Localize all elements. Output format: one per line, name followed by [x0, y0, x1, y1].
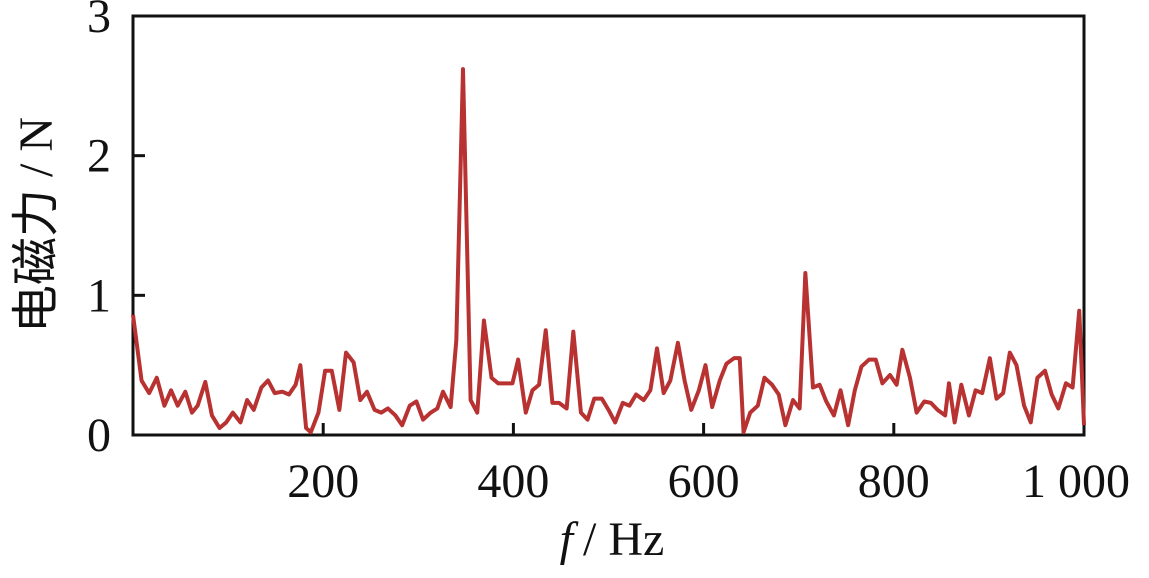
x-tick-label: 800 [858, 455, 930, 508]
x-axis-unit: / Hz [583, 513, 664, 566]
x-tick-label: 400 [477, 455, 549, 508]
y-axis-label: 电磁力 / N [10, 117, 63, 333]
y-tick-label: 1 [87, 269, 111, 322]
x-axis-label: f / Hz [560, 513, 665, 566]
data-line [131, 67, 1086, 435]
x-tick-label: 200 [287, 455, 359, 508]
plot-frame [131, 14, 1086, 437]
y-tick-label: 2 [87, 130, 111, 183]
x-tick-label: 600 [668, 455, 740, 508]
x-axis-variable: f [560, 513, 579, 566]
x-tick-label: 1 000 [1022, 455, 1130, 508]
y-tick-label: 0 [87, 409, 111, 462]
y-tick-label: 3 [87, 0, 111, 43]
